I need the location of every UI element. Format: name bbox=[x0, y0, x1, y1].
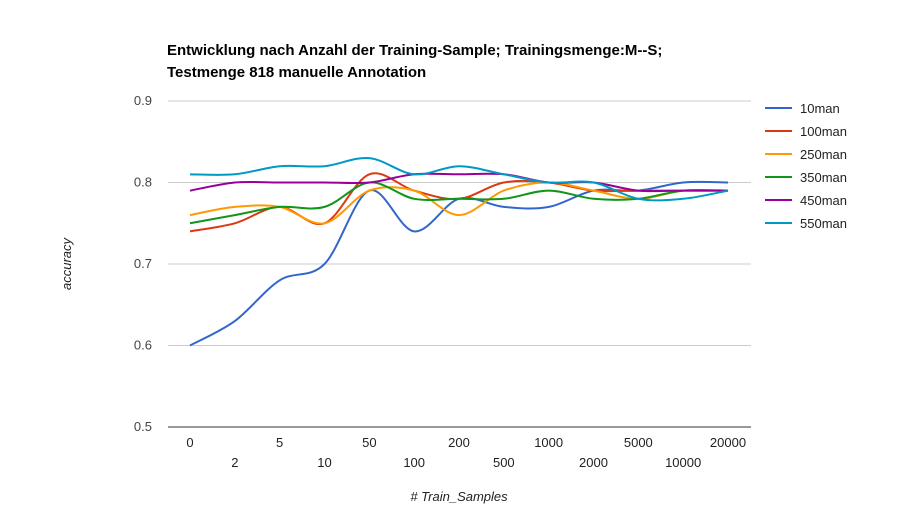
y-axis-ticks: 0.5 0.6 0.7 0.8 0.9 bbox=[134, 93, 152, 434]
y-tick-label: 0.5 bbox=[134, 419, 152, 434]
y-tick-label: 0.8 bbox=[134, 175, 152, 190]
legend-label: 250man bbox=[800, 147, 847, 162]
x-tick-label: 2 bbox=[231, 455, 238, 470]
x-tick-label: 2000 bbox=[579, 455, 608, 470]
x-tick-label: 0 bbox=[186, 435, 193, 450]
legend: 10man 100man 250man 350man 450man 550man bbox=[765, 101, 847, 231]
x-tick-label: 10 bbox=[317, 455, 331, 470]
y-tick-label: 0.7 bbox=[134, 256, 152, 271]
legend-label: 100man bbox=[800, 124, 847, 139]
x-tick-label: 500 bbox=[493, 455, 515, 470]
series-line-450man bbox=[189, 172, 728, 193]
x-axis-ticks: 0 2 5 10 50 100 200 500 1000 2000 5000 10000 20000 bbox=[186, 435, 746, 470]
x-tick-label: 200 bbox=[448, 435, 470, 450]
series-lines bbox=[189, 156, 729, 347]
y-tick-label: 0.6 bbox=[134, 338, 152, 353]
x-tick-label: 10000 bbox=[665, 455, 701, 470]
x-tick-label: 5 bbox=[276, 435, 283, 450]
chart-title-line-2: Testmenge 818 manuelle Annotation bbox=[167, 64, 426, 81]
chart-title-line-1: Entwicklung nach Anzahl der Training-Sam… bbox=[167, 42, 662, 59]
y-axis-label: accuracy bbox=[59, 236, 74, 290]
x-tick-label: 1000 bbox=[534, 435, 563, 450]
chart-title: Entwicklung nach Anzahl der Training-Sam… bbox=[167, 42, 662, 81]
x-tick-label: 20000 bbox=[710, 435, 746, 450]
y-tick-label: 0.9 bbox=[134, 93, 152, 108]
x-tick-label: 50 bbox=[362, 435, 376, 450]
x-tick-label: 5000 bbox=[624, 435, 653, 450]
gridlines bbox=[168, 100, 751, 428]
legend-label: 10man bbox=[800, 101, 840, 116]
legend-label: 450man bbox=[800, 193, 847, 208]
legend-label: 350man bbox=[800, 170, 847, 185]
legend-label: 550man bbox=[800, 216, 847, 231]
series-line-550man bbox=[189, 156, 729, 202]
x-axis-label: # Train_Samples bbox=[410, 489, 508, 504]
x-tick-label: 100 bbox=[403, 455, 425, 470]
